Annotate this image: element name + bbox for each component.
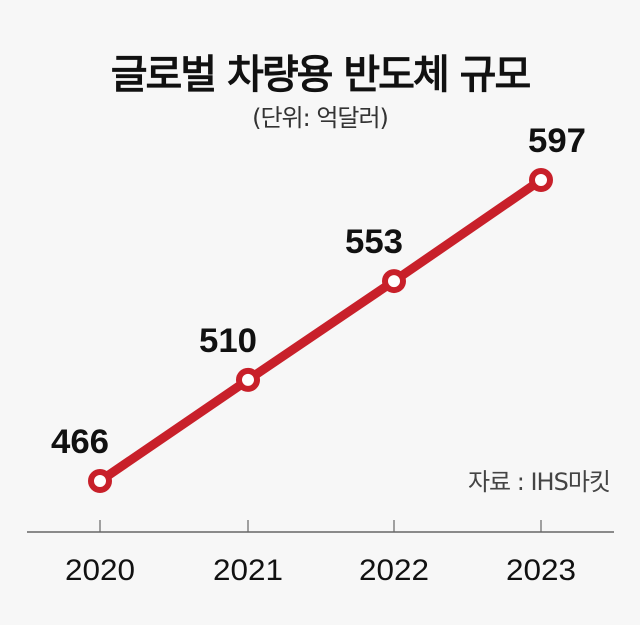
- data-label: 553: [345, 223, 403, 261]
- chart-title: 글로벌 차량용 반도체 규모: [110, 52, 532, 98]
- chart-unit: (단위: 억달러): [252, 104, 389, 132]
- x-tick-label: 2022: [359, 554, 429, 587]
- x-tick-label: 2021: [213, 554, 283, 587]
- x-tick-label: 2020: [65, 554, 135, 587]
- data-point: [236, 367, 260, 392]
- data-point: [382, 269, 406, 294]
- data-point: [88, 469, 112, 493]
- series-line: [95, 175, 546, 486]
- data-label: 466: [51, 423, 109, 461]
- data-label: 510: [199, 322, 257, 360]
- chart-source: 자료 : IHS마킷: [467, 468, 611, 496]
- data-label: 597: [528, 122, 586, 160]
- x-tick-label: 2023: [506, 554, 576, 587]
- data-point: [529, 167, 553, 192]
